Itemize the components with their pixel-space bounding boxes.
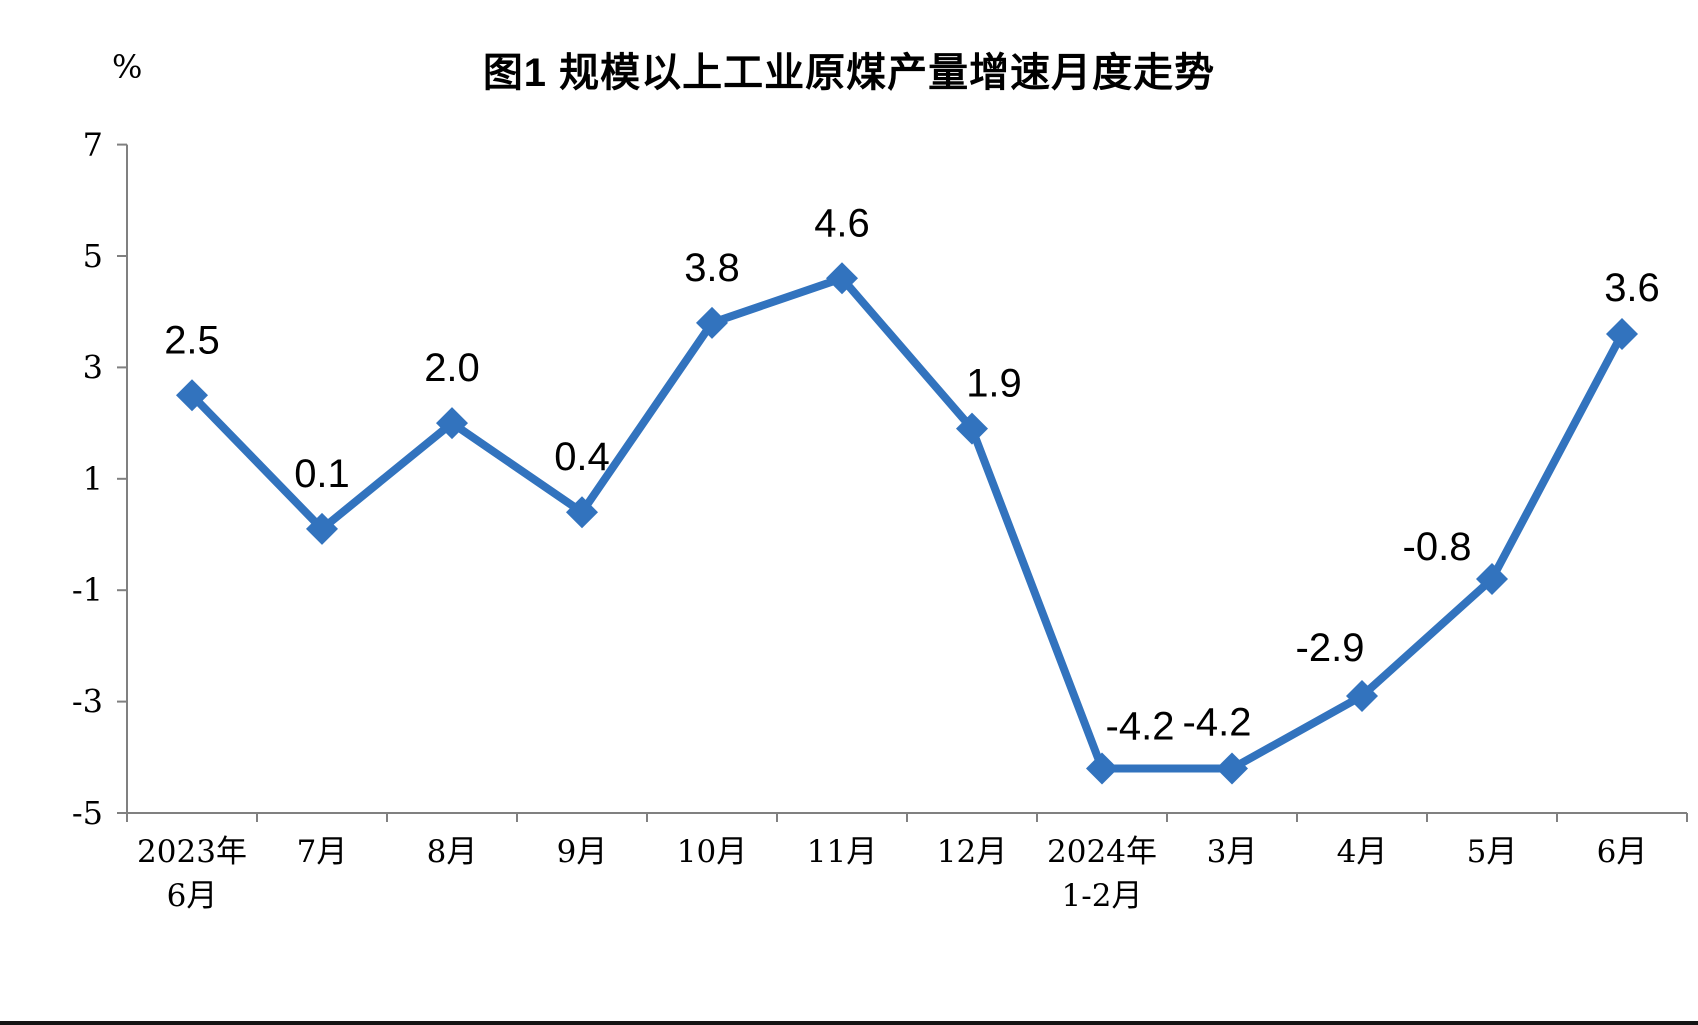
data-point-label: 4.6 bbox=[814, 201, 870, 245]
data-point-label: 0.4 bbox=[554, 435, 610, 479]
y-tick-label: -5 bbox=[72, 794, 103, 832]
data-point-marker bbox=[1606, 317, 1638, 350]
data-point-label: 2.0 bbox=[424, 346, 480, 390]
x-category-label: 3月 bbox=[1207, 834, 1258, 870]
x-category-label: 9月 bbox=[557, 834, 608, 870]
x-category-label: 2023年 bbox=[137, 834, 247, 870]
data-point-label: 0.1 bbox=[294, 452, 350, 496]
x-category-label: 5月 bbox=[1467, 834, 1518, 870]
data-point-marker bbox=[826, 262, 858, 295]
data-series-line bbox=[188, 274, 1626, 773]
y-axis-unit-label: % bbox=[112, 48, 143, 86]
data-point-label: 2.5 bbox=[164, 318, 220, 362]
data-point-marker bbox=[696, 306, 728, 339]
x-category-label: 10月 bbox=[677, 834, 747, 870]
data-point-marker bbox=[566, 496, 598, 529]
data-point-marker bbox=[956, 412, 988, 445]
data-point-label: -0.8 bbox=[1403, 525, 1472, 569]
x-category-label: 2024年 bbox=[1047, 834, 1157, 870]
x-category-label: 12月 bbox=[937, 834, 1007, 870]
data-point-marker bbox=[306, 512, 338, 545]
y-tick-label: 1 bbox=[83, 460, 103, 498]
data-point-label: 3.8 bbox=[684, 246, 740, 290]
y-tick-label: 7 bbox=[83, 126, 103, 164]
y-tick-label: 5 bbox=[83, 237, 103, 275]
chart-title: 图1 规模以上工业原煤产量增速月度走势 bbox=[482, 51, 1216, 95]
data-point-marker bbox=[436, 407, 468, 440]
data-point-label: -2.9 bbox=[1296, 626, 1365, 670]
data-point-marker bbox=[1476, 563, 1508, 596]
x-category-label: 11月 bbox=[807, 834, 877, 870]
y-tick-label: -1 bbox=[72, 571, 103, 609]
data-point-label: 1.9 bbox=[966, 362, 1022, 406]
x-category-label: 6月 bbox=[1597, 834, 1648, 870]
data-point-label: -4.2 bbox=[1106, 704, 1175, 748]
bottom-divider bbox=[0, 1021, 1698, 1025]
data-point-label: 3.6 bbox=[1604, 266, 1660, 310]
x-category-label: 4月 bbox=[1337, 834, 1388, 870]
data-point-marker bbox=[176, 379, 208, 412]
y-tick-label: -3 bbox=[72, 683, 103, 721]
data-point-marker bbox=[1216, 752, 1248, 785]
x-category-label: 8月 bbox=[427, 834, 478, 870]
x-category-label-line2: 1-2月 bbox=[1062, 878, 1143, 914]
data-point-marker bbox=[1346, 680, 1378, 713]
data-point-label: -4.2 bbox=[1183, 700, 1252, 744]
data-point-marker bbox=[1086, 752, 1118, 785]
x-category-label: 7月 bbox=[297, 834, 348, 870]
x-category-label-line2: 6月 bbox=[167, 878, 218, 914]
y-tick-label: 3 bbox=[83, 348, 103, 386]
